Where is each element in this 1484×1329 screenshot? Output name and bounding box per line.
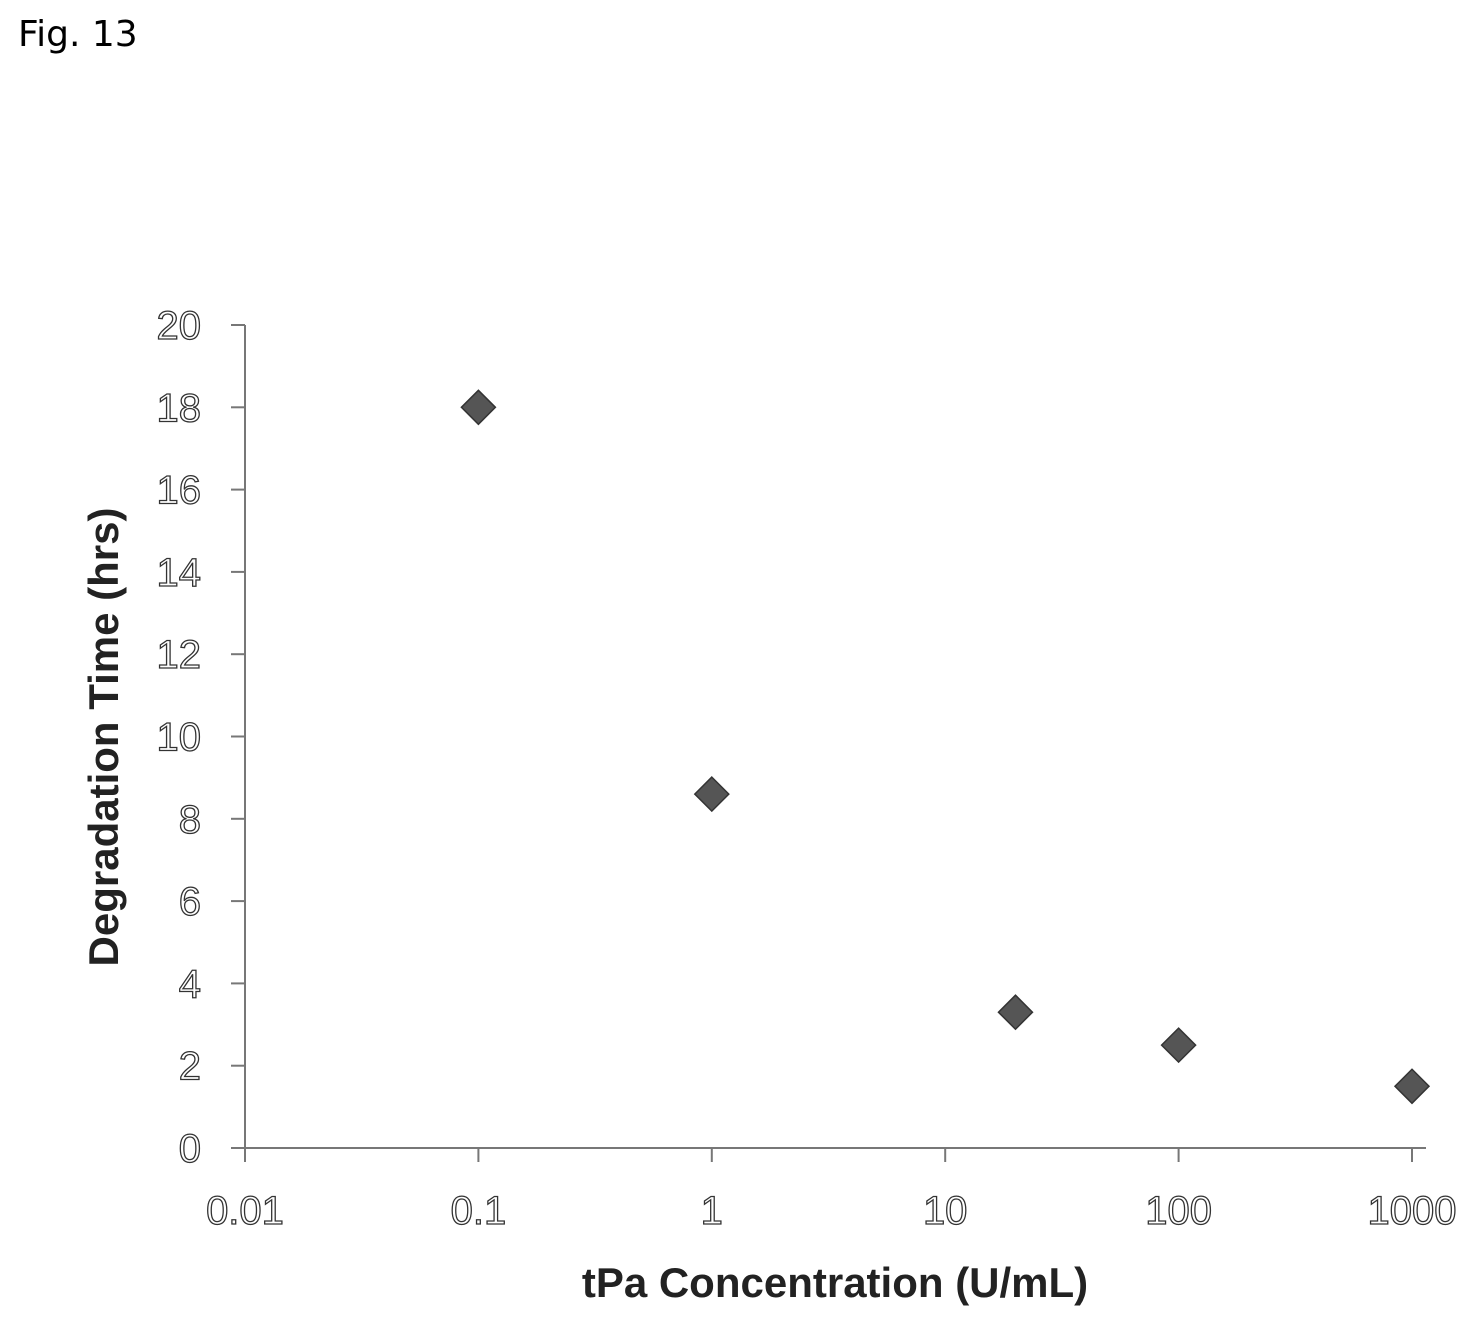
x-tick-label: 10 — [923, 1189, 968, 1233]
y-tick-label: 4 — [179, 962, 201, 1006]
data-point-diamond — [1393, 1068, 1431, 1105]
y-tick-label: 12 — [157, 633, 202, 677]
data-points — [460, 389, 1431, 1105]
data-point-diamond — [1160, 1027, 1197, 1064]
y-axis-title: Degradation Time (hrs) — [80, 508, 127, 967]
x-tick-label: 0.01 — [206, 1189, 284, 1233]
x-axis-title: tPa Concentration (U/mL) — [582, 1259, 1088, 1306]
data-point-diamond — [997, 994, 1034, 1031]
x-axis-ticks: 0.01 0.1 1 10 100 1000 — [205, 1148, 1457, 1234]
x-tick-label: 0.1 — [451, 1189, 507, 1233]
y-tick-label: 2 — [179, 1045, 201, 1089]
x-tick-label: 1000 — [1368, 1189, 1457, 1233]
figure-label: Fig. 13 — [18, 14, 138, 55]
y-tick-label: 8 — [179, 798, 201, 842]
data-point-diamond — [693, 776, 730, 813]
y-tick-label: 6 — [179, 880, 201, 924]
y-axis-ticks: 0 2 4 6 8 10 12 14 16 18 20 — [156, 303, 245, 1172]
data-point-diamond — [460, 389, 497, 426]
x-tick-label: 100 — [1145, 1189, 1212, 1233]
y-tick-label: 16 — [157, 469, 202, 513]
axes — [244, 325, 1426, 1149]
y-tick-label: 14 — [157, 551, 202, 595]
y-tick-label: 0 — [179, 1127, 201, 1171]
y-tick-label: 10 — [157, 716, 202, 760]
y-tick-label: 20 — [157, 304, 202, 348]
x-tick-label: 1 — [701, 1189, 723, 1233]
y-tick-label: 18 — [157, 386, 202, 430]
